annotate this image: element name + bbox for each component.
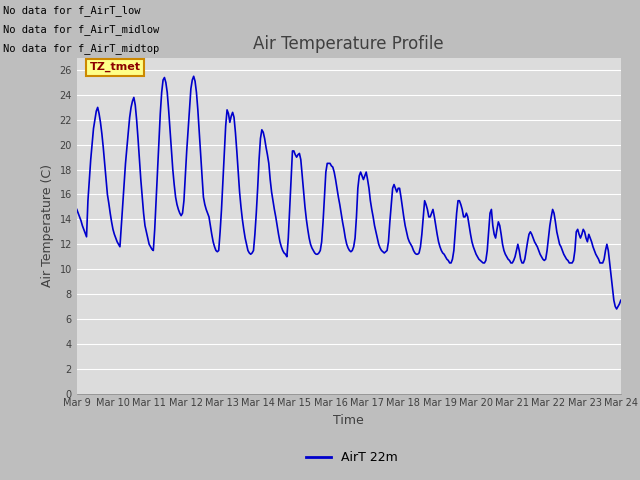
Y-axis label: Air Temperature (C): Air Temperature (C) (41, 164, 54, 287)
Legend: AirT 22m: AirT 22m (301, 446, 403, 469)
Text: No data for f_AirT_midlow: No data for f_AirT_midlow (3, 24, 159, 35)
X-axis label: Time: Time (333, 414, 364, 427)
Text: TZ_tmet: TZ_tmet (90, 62, 141, 72)
Title: Air Temperature Profile: Air Temperature Profile (253, 35, 444, 53)
Text: No data for f_AirT_midtop: No data for f_AirT_midtop (3, 43, 159, 54)
Text: No data for f_AirT_low: No data for f_AirT_low (3, 5, 141, 16)
